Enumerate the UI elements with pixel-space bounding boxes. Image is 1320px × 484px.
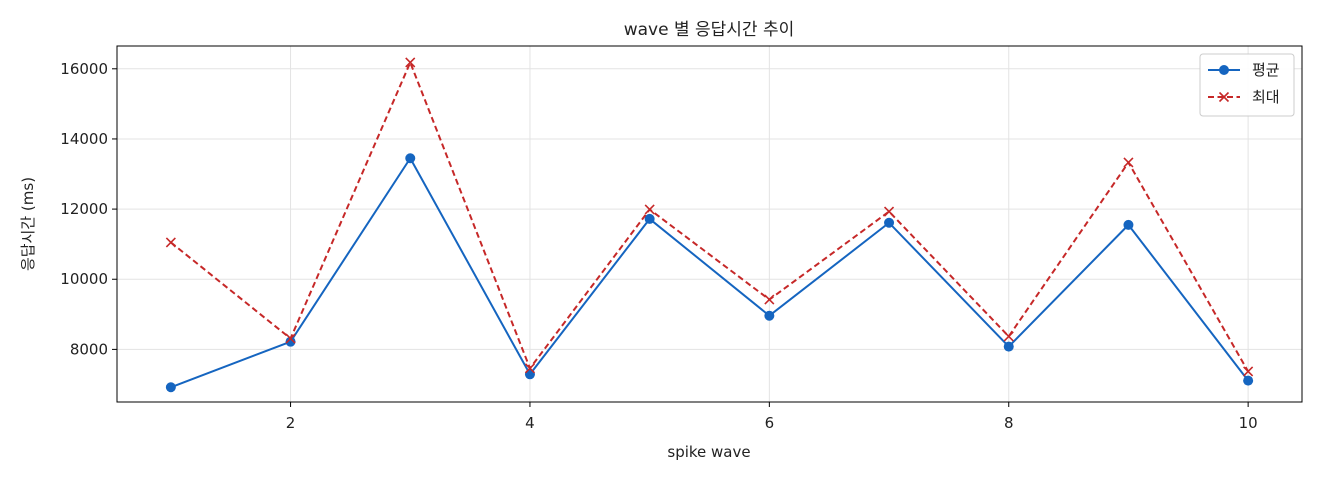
data-point: [1003, 331, 1014, 342]
data-point: [1243, 375, 1254, 386]
legend-marker: [1218, 91, 1230, 103]
data-point: [1243, 366, 1254, 377]
legend-label: 평균: [1252, 61, 1280, 79]
legend-item: 최대: [1208, 88, 1280, 106]
y-axis-title: 응답시간 (ms): [19, 177, 37, 271]
x-marker-stroke: [1243, 366, 1254, 377]
x-tick-label: 10: [1239, 414, 1258, 432]
x-marker-stroke: [405, 57, 416, 68]
plot-area-frame: [116, 45, 1303, 403]
axis-ticks: 2 4 6 8 10 8000 10000 12000 14000 16000: [60, 60, 1257, 432]
grid-lines: [117, 46, 1302, 402]
data-point: [764, 294, 775, 305]
series-line: [170, 61, 1250, 372]
data-point: [1003, 341, 1014, 352]
data-point: [1123, 157, 1134, 168]
data-point: [644, 204, 655, 215]
series-layer: [165, 57, 1254, 393]
series-2: [165, 57, 1254, 377]
y-tick-label: 10000: [60, 270, 108, 288]
data-point: [524, 363, 536, 374]
y-tick-label: 12000: [60, 200, 108, 218]
data-point: [764, 310, 775, 321]
x-marker-stroke: [524, 363, 536, 374]
data-point: [285, 333, 296, 344]
data-point: [883, 206, 895, 217]
data-point: [644, 213, 655, 224]
x-tick-label: 4: [525, 414, 535, 432]
legend-label: 최대: [1252, 88, 1280, 106]
y-tick-label: 16000: [60, 60, 108, 78]
x-marker-stroke: [165, 237, 176, 248]
y-tick-label: 8000: [70, 340, 108, 358]
data-point: [884, 217, 895, 228]
data-point: [1123, 219, 1134, 230]
x-tick-label: 6: [765, 414, 775, 432]
x-tick-label: 8: [1004, 414, 1014, 432]
data-point: [165, 237, 176, 248]
data-point: [285, 336, 296, 347]
x-marker-stroke: [1123, 157, 1134, 168]
chart-title: wave 별 응답시간 추이: [624, 20, 795, 40]
x-marker-stroke: [285, 333, 296, 344]
x-marker-stroke: [883, 206, 895, 217]
data-point: [165, 382, 176, 393]
legend-marker: [1219, 65, 1229, 75]
x-marker-stroke: [1218, 91, 1230, 103]
series-1: [165, 153, 1254, 393]
legend-box: [1199, 53, 1295, 117]
x-marker-stroke: [764, 294, 775, 305]
x-marker-stroke: [644, 204, 655, 215]
series-line: [170, 157, 1249, 389]
data-point: [405, 153, 416, 164]
legend-item: 평균: [1208, 61, 1280, 79]
y-tick-label: 14000: [60, 130, 108, 148]
x-tick-label: 2: [286, 414, 296, 432]
x-axis-title: spike wave: [667, 443, 750, 461]
x-marker-stroke: [1003, 331, 1014, 342]
data-point: [405, 57, 416, 68]
